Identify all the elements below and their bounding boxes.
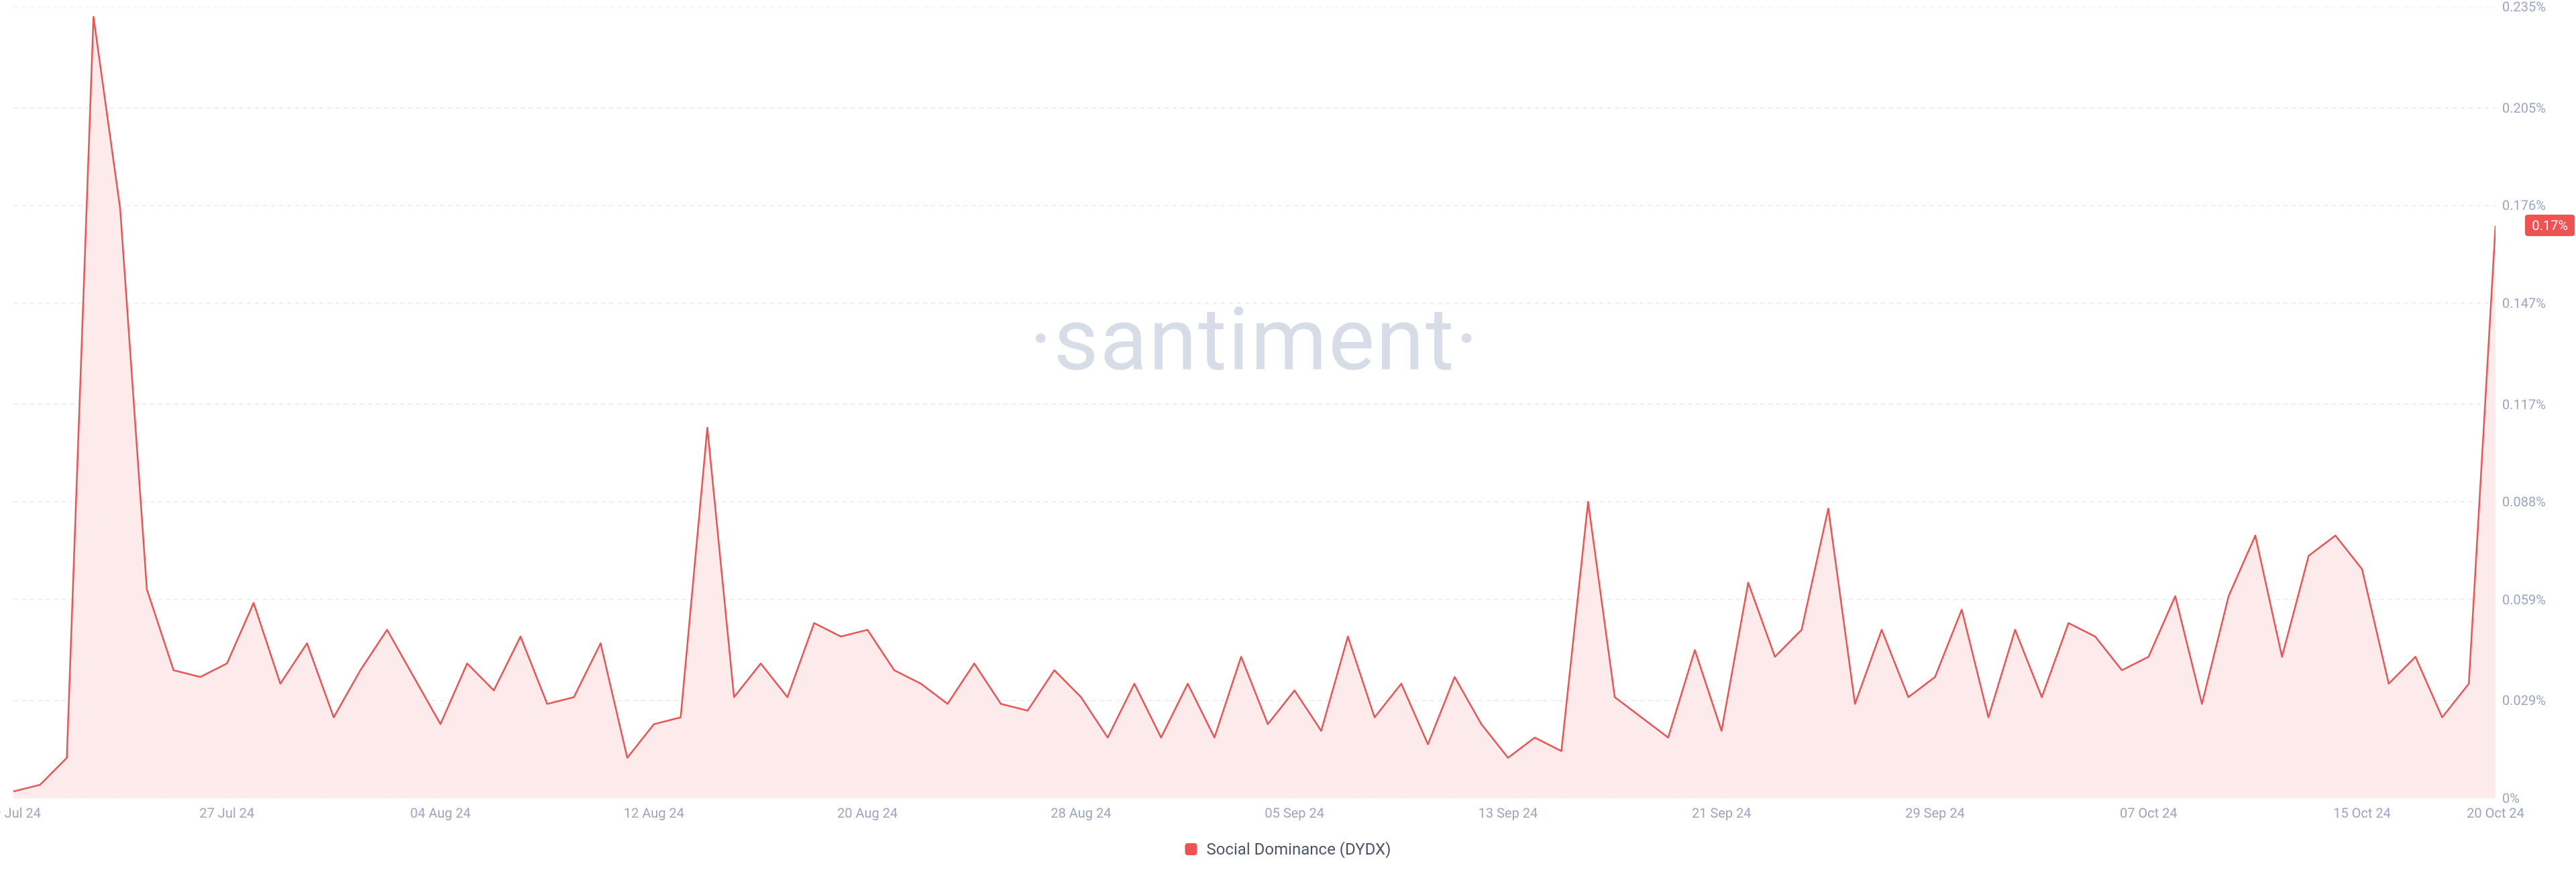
x-tick-label: 19 Jul 24 bbox=[0, 805, 41, 821]
chart-container: ·santiment· 0%0.029%0.059%0.088%0.117%0.… bbox=[13, 7, 2496, 798]
legend-swatch bbox=[1185, 843, 1197, 855]
x-tick-label: 20 Oct 24 bbox=[2467, 805, 2524, 821]
y-tick-label: 0.117% bbox=[2502, 396, 2569, 413]
y-tick-label: 0.059% bbox=[2502, 592, 2569, 608]
legend-label: Social Dominance (DYDX) bbox=[1206, 840, 1391, 859]
x-tick-label: 12 Aug 24 bbox=[624, 805, 684, 821]
x-tick-label: 27 Jul 24 bbox=[199, 805, 254, 821]
x-tick-label: 05 Sep 24 bbox=[1265, 805, 1324, 821]
x-tick-label: 29 Sep 24 bbox=[1905, 805, 1965, 821]
x-tick-label: 13 Sep 24 bbox=[1479, 805, 1538, 821]
current-value-badge: 0.17% bbox=[2525, 215, 2575, 236]
x-tick-label: 15 Oct 24 bbox=[2333, 805, 2391, 821]
y-axis: 0%0.029%0.059%0.088%0.117%0.147%0.176%0.… bbox=[2502, 7, 2569, 798]
y-tick-label: 0.176% bbox=[2502, 197, 2569, 213]
x-tick-label: 28 Aug 24 bbox=[1051, 805, 1111, 821]
area-fill bbox=[13, 17, 2496, 798]
x-tick-label: 21 Sep 24 bbox=[1692, 805, 1752, 821]
y-tick-label: 0.205% bbox=[2502, 100, 2569, 116]
legend: Social Dominance (DYDX) bbox=[1185, 840, 1391, 859]
y-tick-label: 0.029% bbox=[2502, 692, 2569, 708]
y-tick-label: 0.147% bbox=[2502, 295, 2569, 311]
x-tick-label: 04 Aug 24 bbox=[411, 805, 471, 821]
chart-svg bbox=[13, 7, 2496, 798]
y-tick-label: 0.088% bbox=[2502, 494, 2569, 510]
x-tick-label: 20 Aug 24 bbox=[837, 805, 898, 821]
y-tick-label: 0.235% bbox=[2502, 0, 2569, 15]
y-tick-label: 0% bbox=[2502, 790, 2569, 806]
plot-area: ·santiment· bbox=[13, 7, 2496, 798]
x-tick-label: 07 Oct 24 bbox=[2120, 805, 2178, 821]
x-axis: 19 Jul 2427 Jul 2404 Aug 2412 Aug 2420 A… bbox=[13, 805, 2496, 825]
